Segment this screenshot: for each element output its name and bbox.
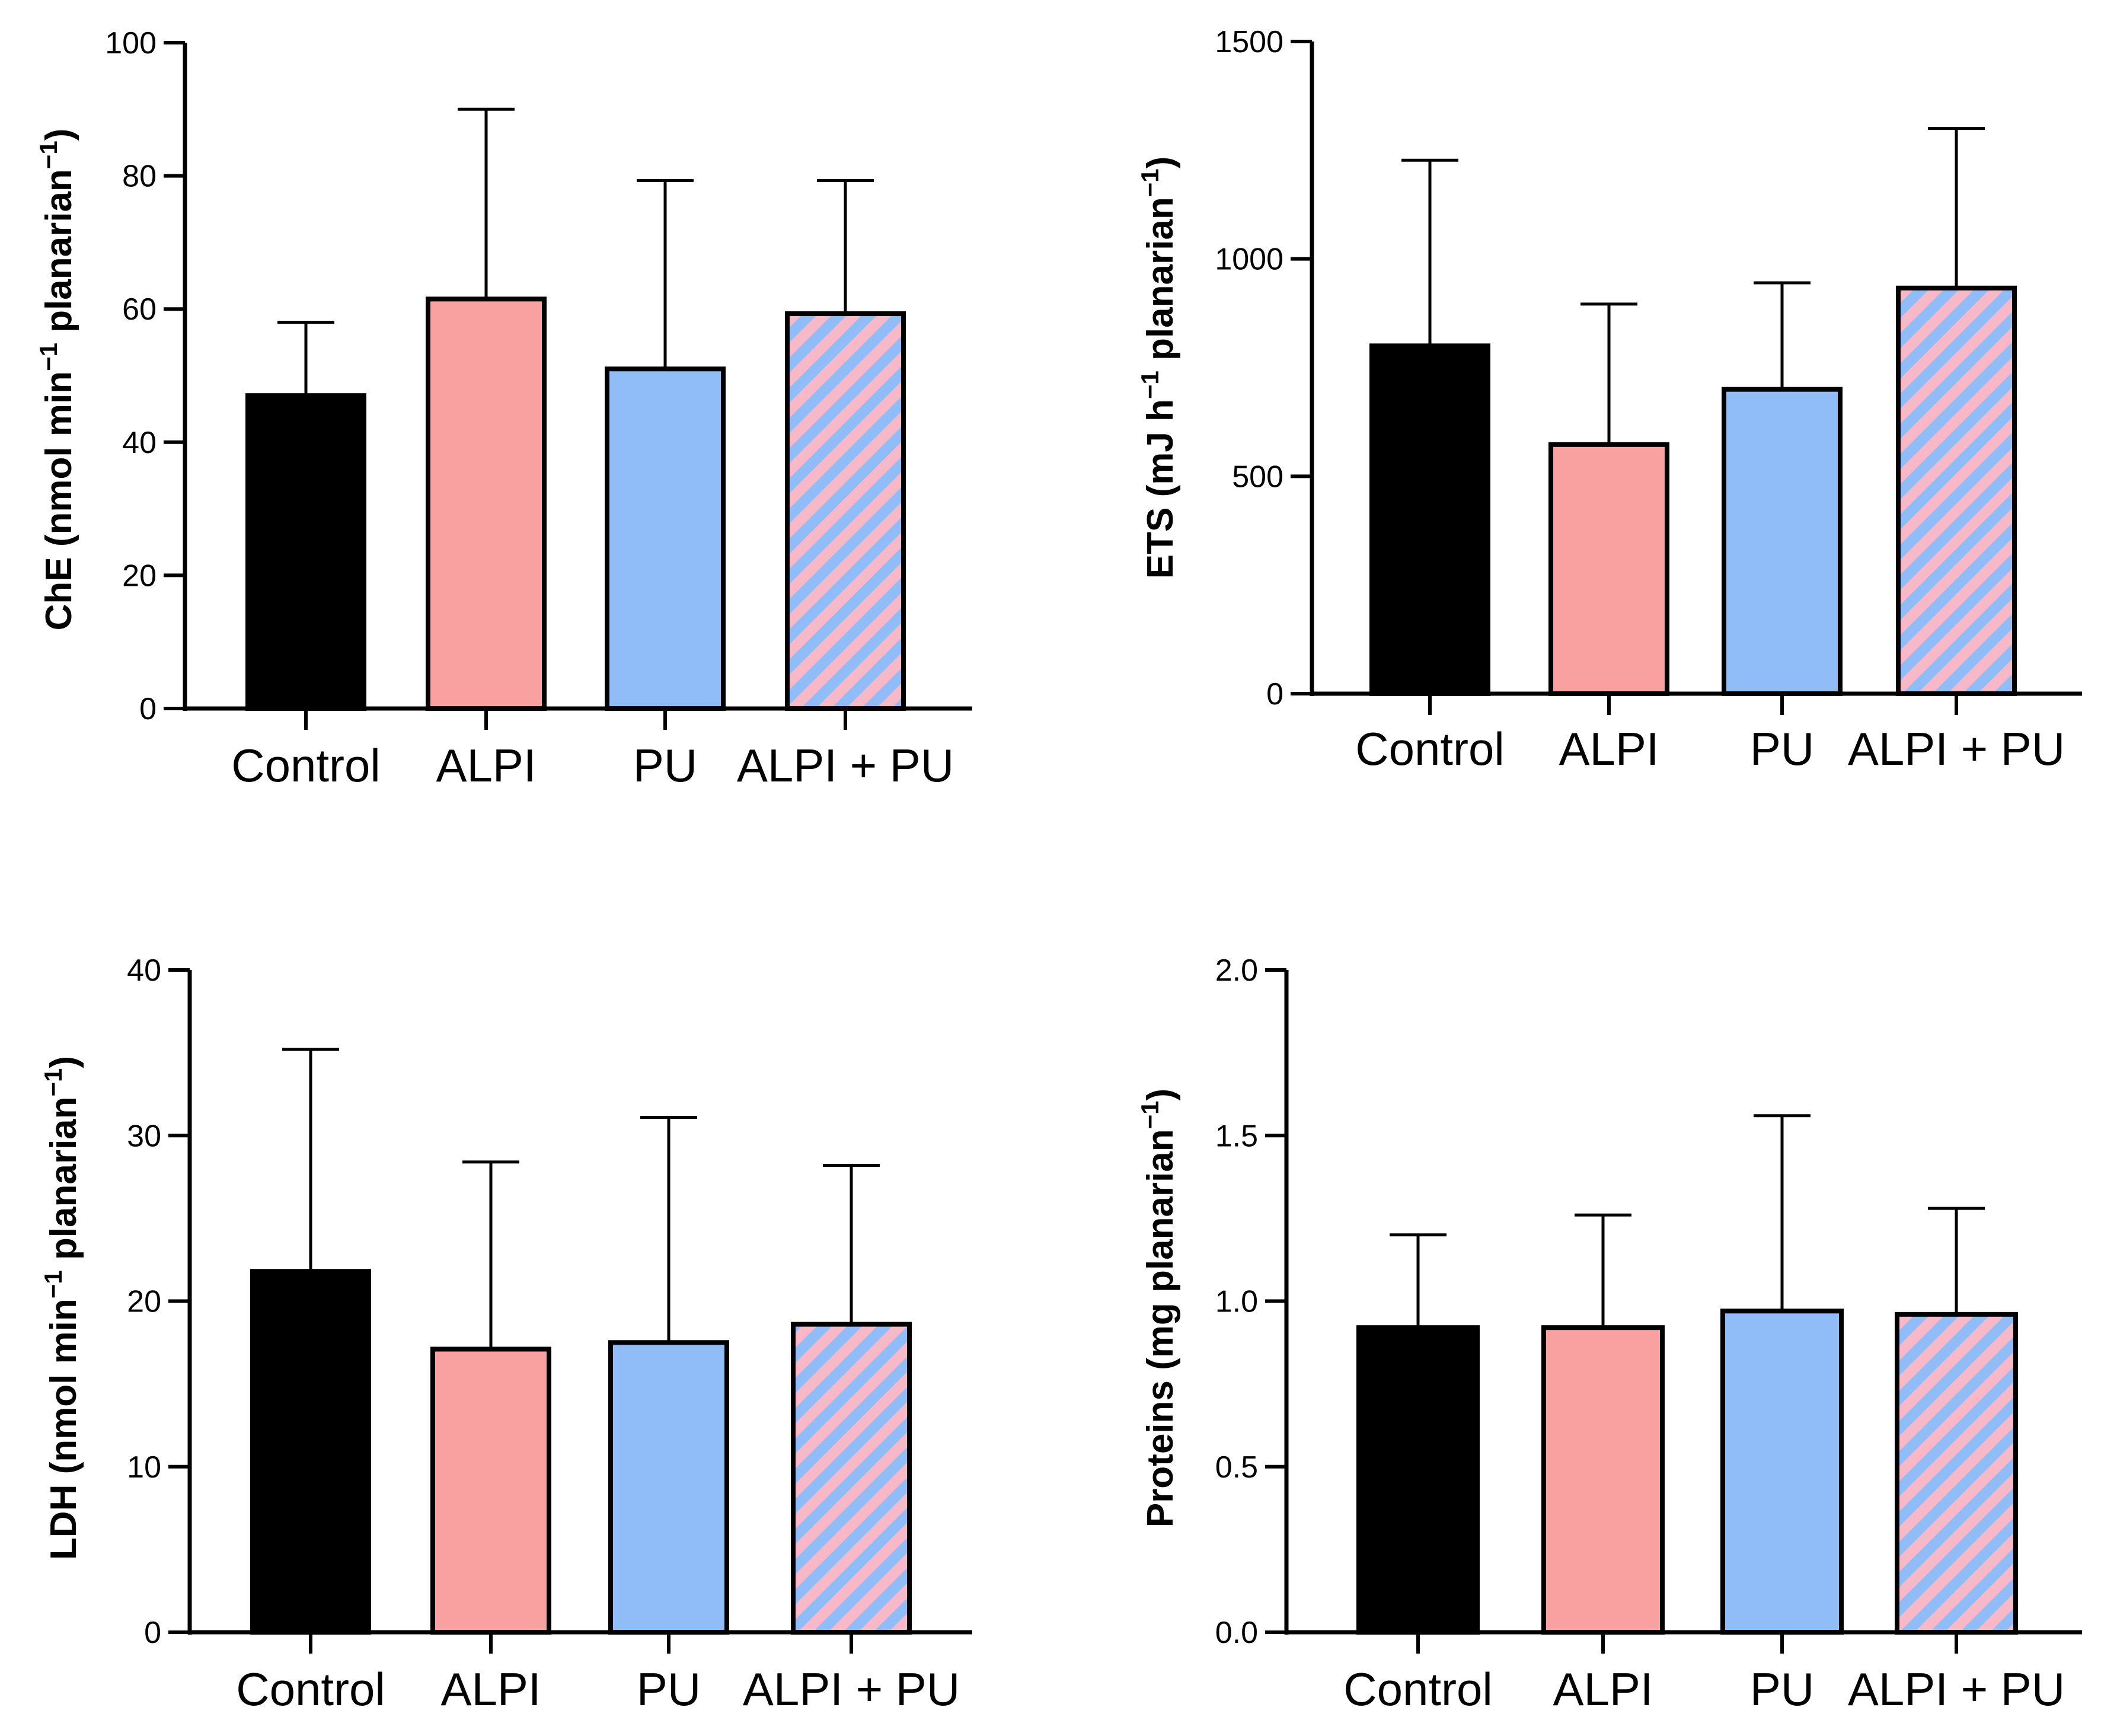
y-tick-label-che-5: 100	[105, 26, 157, 60]
category-label-proteins-pu: PU	[1750, 1663, 1814, 1715]
bar-ldh-pu	[608, 1340, 729, 1635]
y-tick-label-che-4: 80	[122, 159, 157, 194]
y-tick-label-che-0: 0	[139, 692, 157, 726]
y-tick-label-ets-2: 1000	[1215, 242, 1283, 277]
y-tick-label-ets-1: 500	[1232, 459, 1283, 494]
category-label-ldh-control: Control	[236, 1663, 385, 1715]
bar-che-alpi	[426, 296, 547, 711]
bar-proteins-alpi	[1541, 1325, 1665, 1635]
y-tick-label-proteins-4: 2.0	[1215, 953, 1258, 988]
panel-che: ChE (nmol min−1 planarian−1) 0 20 40 60 80 10…	[34, 26, 972, 792]
bar-ldh-alpi-pu	[791, 1322, 912, 1635]
category-label-proteins-alpi-pu: ALPI + PU	[1848, 1663, 2065, 1715]
category-label-che-control: Control	[231, 739, 380, 792]
y-axis-title-ets: ETS (mJ h−1 planarian−1)	[1136, 157, 1181, 579]
y-tick-label-che-3: 60	[122, 292, 157, 327]
bar-proteins-control	[1356, 1325, 1480, 1635]
category-label-proteins-alpi: ALPI	[1553, 1663, 1653, 1715]
bar-proteins-alpi-pu	[1895, 1311, 2018, 1635]
category-label-che-pu: PU	[633, 739, 697, 792]
y-tick-label-ldh-3: 30	[127, 1119, 161, 1153]
bar-che-pu	[605, 366, 726, 711]
category-label-proteins-control: Control	[1343, 1663, 1492, 1715]
category-label-ets-alpi: ALPI	[1559, 723, 1659, 775]
y-tick-label-ldh-4: 40	[127, 953, 161, 988]
category-label-ets-pu: PU	[1750, 723, 1814, 775]
y-tick-label-proteins-0: 0.0	[1215, 1616, 1258, 1650]
bar-ets-pu	[1722, 387, 1843, 696]
category-label-che-alpi: ALPI	[436, 739, 536, 792]
bar-proteins-pu	[1720, 1309, 1844, 1635]
y-tick-label-ets-3: 1500	[1215, 25, 1283, 59]
y-tick-label-che-1: 20	[122, 559, 157, 593]
category-label-che-alpi-pu: ALPI + PU	[737, 739, 954, 792]
category-label-ets-alpi-pu: ALPI + PU	[1848, 723, 2065, 775]
y-tick-label-proteins-1: 0.5	[1215, 1450, 1258, 1485]
bar-ets-alpi	[1548, 442, 1669, 696]
y-tick-label-ldh-2: 20	[127, 1285, 161, 1319]
y-tick-label-che-2: 40	[122, 426, 157, 460]
y-tick-label-ldh-1: 10	[127, 1450, 161, 1485]
bar-che-alpi-pu	[785, 311, 906, 711]
category-label-ldh-alpi: ALPI	[440, 1663, 541, 1715]
category-label-ldh-alpi-pu: ALPI + PU	[743, 1663, 960, 1715]
y-tick-label-ets-0: 0	[1266, 677, 1283, 711]
y-tick-label-ldh-0: 0	[144, 1616, 161, 1650]
bar-ets-alpi-pu	[1896, 285, 2017, 696]
y-axis-title-ldh: LDH (nmol min−1 planarian−1)	[39, 1056, 84, 1560]
y-tick-label-proteins-3: 1.5	[1215, 1119, 1258, 1153]
bar-che-control	[245, 393, 366, 711]
panel-ets: ETS (mJ h−1 planarian−1) 0 500 1000 1500 Con…	[1136, 25, 2082, 775]
bar-ldh-control	[250, 1269, 371, 1635]
panel-proteins: Proteins (mg planarian−1) 0.0 0.5 1.0 1.5 2.…	[1136, 953, 2082, 1715]
y-axis-title-proteins: Proteins (mg planarian−1)	[1136, 1089, 1181, 1527]
category-label-ets-control: Control	[1355, 723, 1504, 775]
category-label-ldh-pu: PU	[637, 1663, 701, 1715]
bar-ldh-alpi	[430, 1346, 551, 1635]
bar-ets-control	[1369, 343, 1490, 696]
y-tick-label-proteins-2: 1.0	[1215, 1285, 1258, 1319]
panel-ldh: LDH (nmol min−1 planarian−1) 0 10 20 30 40 Co…	[39, 953, 972, 1715]
y-axis-title-che: ChE (nmol min−1 planarian−1)	[34, 129, 79, 631]
